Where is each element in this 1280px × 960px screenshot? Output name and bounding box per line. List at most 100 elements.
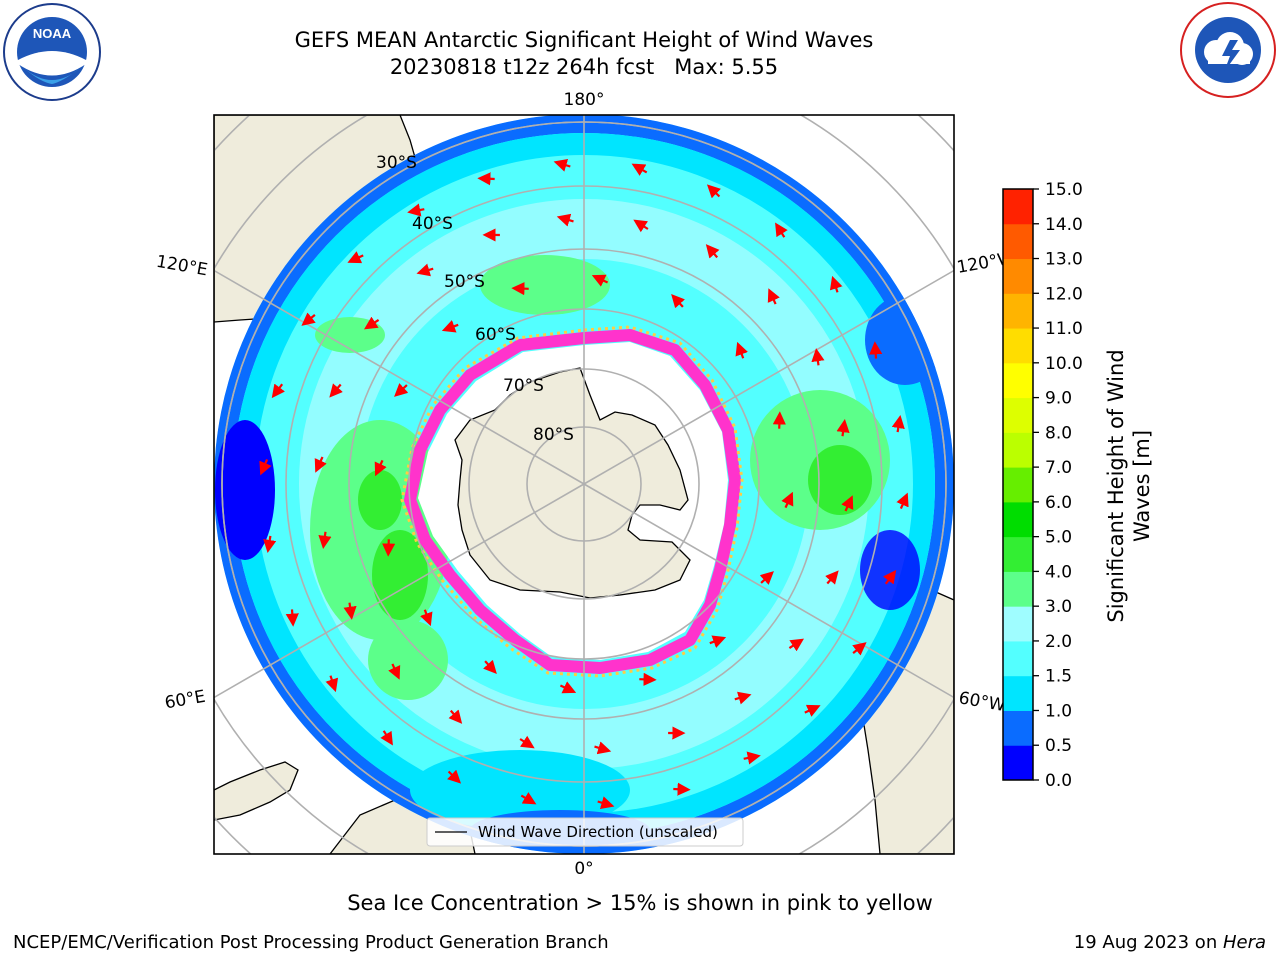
map-title: GEFS MEAN Antarctic Significant Height o… [294, 28, 874, 52]
wind-wave-arrow [597, 796, 615, 810]
wind-wave-arrow [271, 383, 285, 399]
wind-wave-arrow [825, 570, 839, 585]
colorbar-segment [1003, 710, 1033, 746]
colorbar-segment [1003, 189, 1033, 225]
wind-wave-arrow [811, 348, 825, 366]
wind-wave-arrow [671, 294, 685, 309]
colorbar-frame [1002, 188, 1034, 781]
colorbar-tick-label: 1.5 [1045, 667, 1072, 687]
lat-label-60s: 60°S [475, 325, 516, 345]
wind-wave-arrow [841, 495, 854, 512]
wind-wave-arrow [735, 341, 748, 359]
wind-wave-arrow [772, 411, 786, 429]
map-frame [213, 114, 955, 855]
wind-wave-arrow [852, 642, 867, 656]
wind-wave-arrow [382, 539, 396, 557]
colorbar-segment [1003, 258, 1033, 294]
colorbar-segment [1003, 571, 1033, 607]
wind-wave-arrow [775, 222, 788, 238]
wind-wave-arrow [325, 675, 339, 693]
colorbar-tick-label: 13.0 [1045, 250, 1083, 270]
colorbar-segment [1003, 606, 1033, 642]
footer-date: 19 Aug 2023 on Hera [1074, 932, 1266, 953]
colorbar-tick-label: 8.0 [1045, 423, 1072, 443]
wind-wave-arrow [591, 274, 609, 287]
colorbar-tick-label: 14.0 [1045, 215, 1083, 235]
wind-wave-arrow [734, 691, 752, 705]
colorbar-segment [1003, 397, 1033, 433]
wind-wave-arrow [374, 459, 387, 477]
colorbar-tick-label: 7.0 [1045, 458, 1072, 478]
wind-wave-arrow [347, 251, 364, 264]
colorbar-tick-label: 1.0 [1045, 701, 1072, 721]
wind-wave-arrow [836, 419, 850, 437]
wave-low-west [215, 420, 275, 560]
legend: Wind Wave Direction (unscaled) [426, 817, 744, 847]
colorbar-tick-label: 10.0 [1045, 354, 1083, 374]
latitude-labels: 30°S 40°S 50°S 60°S 70°S 80°S [376, 153, 574, 445]
colorbar-tick-label: 15.0 [1045, 180, 1083, 200]
colorbar-tick-label: 4.0 [1045, 562, 1072, 582]
noaa-logo: NOAA [3, 3, 101, 101]
wind-wave-arrow [706, 184, 722, 199]
lat-label-50s: 50°S [444, 272, 485, 292]
colorbar-segment [1003, 467, 1033, 503]
colorbar-segment [1003, 223, 1033, 260]
wind-wave-arrow [259, 458, 272, 476]
lat-label-80s: 80°S [533, 425, 574, 445]
colorbar-label-line1: Significant Height of Wind [1104, 349, 1128, 622]
colorbar-tick-label: 12.0 [1045, 284, 1083, 304]
wind-wave-arrow [781, 491, 794, 509]
wind-wave-arrow [743, 751, 761, 765]
wind-wave-arrow [594, 741, 612, 755]
footer-date-text: 19 Aug 2023 on [1073, 932, 1223, 953]
colorbar-tick-label: 9.0 [1045, 389, 1072, 409]
lon-label-0: 0° [574, 859, 593, 879]
wind-wave-arrow [314, 456, 327, 473]
colorbar-segment [1003, 675, 1033, 711]
lon-label-120e: 120°E [155, 252, 209, 281]
wind-wave-arrow [705, 244, 720, 259]
wind-wave-arrow [446, 769, 462, 784]
wind-wave-arrow [709, 635, 727, 648]
colorbar-segment [1003, 362, 1033, 399]
wind-wave-arrow [441, 320, 459, 333]
lon-label-180: 180° [564, 90, 605, 110]
wind-wave-arrows [259, 158, 909, 810]
wind-wave-arrow [519, 735, 535, 749]
wind-wave-arrow [829, 275, 843, 293]
colorbar-segment [1003, 501, 1033, 538]
wind-wave-arrow [343, 602, 357, 620]
wind-wave-arrow [788, 638, 804, 652]
lat-label-40s: 40°S [412, 214, 453, 234]
colorbar-label: Significant Height of Wind Waves [m] [1104, 349, 1154, 622]
lon-label-60w: 60°W [957, 688, 1007, 716]
wind-wave-arrow [420, 609, 433, 627]
colorbar-segment [1003, 536, 1033, 572]
footer-producer: NCEP/EMC/Verification Post Processing Pr… [13, 932, 609, 953]
wind-wave-arrow [804, 704, 821, 717]
noaa-logo-text: NOAA [33, 26, 72, 41]
wind-wave-arrow [448, 709, 463, 724]
map-subtitle: 20230818 t12z 264h fcst Max: 5.55 [389, 55, 779, 79]
colorbar-label-line2: Waves [m] [1130, 430, 1154, 542]
wind-wave-arrow [416, 263, 434, 277]
wind-wave-arrow [520, 792, 537, 805]
wind-wave-arrow [318, 531, 332, 549]
wind-wave-arrow [556, 213, 574, 227]
colorbar-segment [1003, 328, 1033, 364]
legend-label: Wind Wave Direction (unscaled) [478, 823, 718, 841]
colorbar-segment [1003, 745, 1033, 781]
colorbar-tick-label: 5.0 [1045, 528, 1072, 548]
wind-wave-arrow [891, 414, 905, 433]
wind-wave-arrow [631, 163, 648, 176]
wind-wave-arrow [263, 535, 277, 554]
lat-label-70s: 70°S [503, 376, 544, 396]
wind-wave-arrow [883, 569, 897, 585]
lat-label-30s: 30°S [376, 153, 417, 173]
wind-wave-arrow [380, 730, 393, 746]
wind-wave-arrow [483, 659, 497, 674]
colorbar-tick-label: 0.0 [1045, 771, 1072, 791]
wind-wave-arrow [673, 782, 691, 796]
